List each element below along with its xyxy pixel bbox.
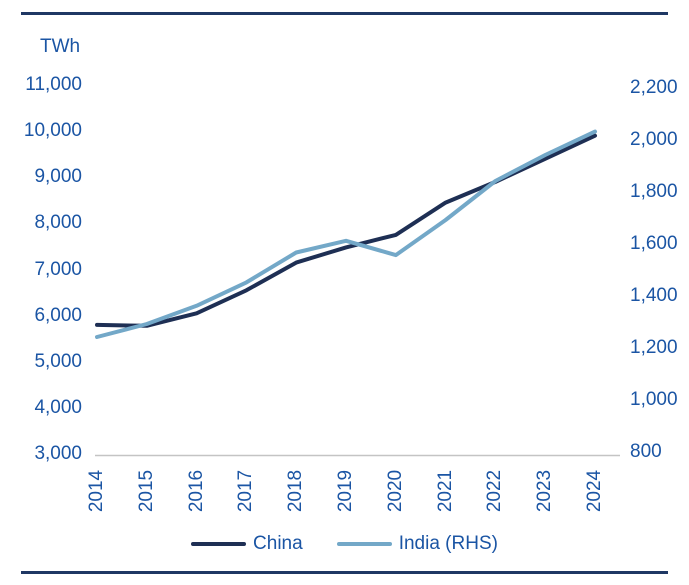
china-line	[95, 133, 597, 328]
india-rhs-line	[95, 129, 597, 339]
left-axis-tick-label: 8,000	[34, 212, 82, 234]
legend-item-china: China	[191, 533, 303, 555]
legend-label-india: India (RHS)	[398, 533, 498, 554]
china-line-swatch	[191, 542, 247, 546]
left-axis-tick-label: 3,000	[34, 443, 82, 464]
left-axis-tick-label: 11,000	[25, 74, 82, 95]
left-axis-tick-label: 6,000	[34, 304, 82, 326]
legend-item-india: India (RHS)	[336, 533, 498, 555]
top-border-rule	[21, 12, 668, 15]
right-axis-tick-label: 1,400	[630, 285, 678, 306]
left-axis-tick-label: 7,000	[34, 258, 82, 280]
bottom-border-rule	[21, 571, 668, 574]
right-axis-tick-label: 800	[630, 441, 662, 462]
left-axis-tick-label: 4,000	[34, 396, 82, 418]
left-axis-tick-label: 10,000	[23, 120, 82, 142]
left-axis-tick-label: 5,000	[34, 350, 82, 372]
india-line-swatch	[336, 542, 392, 546]
right-axis-tick-label: 1,600	[630, 233, 678, 254]
right-axis-tick-label: 2,200	[630, 77, 678, 98]
right-axis-tick-label: 2,000	[630, 129, 678, 150]
legend: China India (RHS)	[0, 533, 689, 555]
legend-label-china: China	[253, 533, 303, 554]
left-axis-tick-label: 9,000	[34, 166, 82, 188]
right-axis-tick-label: 1,800	[630, 181, 678, 202]
right-axis-tick-label: 1,200	[630, 337, 678, 358]
right-axis-tick-label: 1,000	[630, 389, 678, 410]
y-axis-unit-label: TWh	[40, 36, 81, 57]
